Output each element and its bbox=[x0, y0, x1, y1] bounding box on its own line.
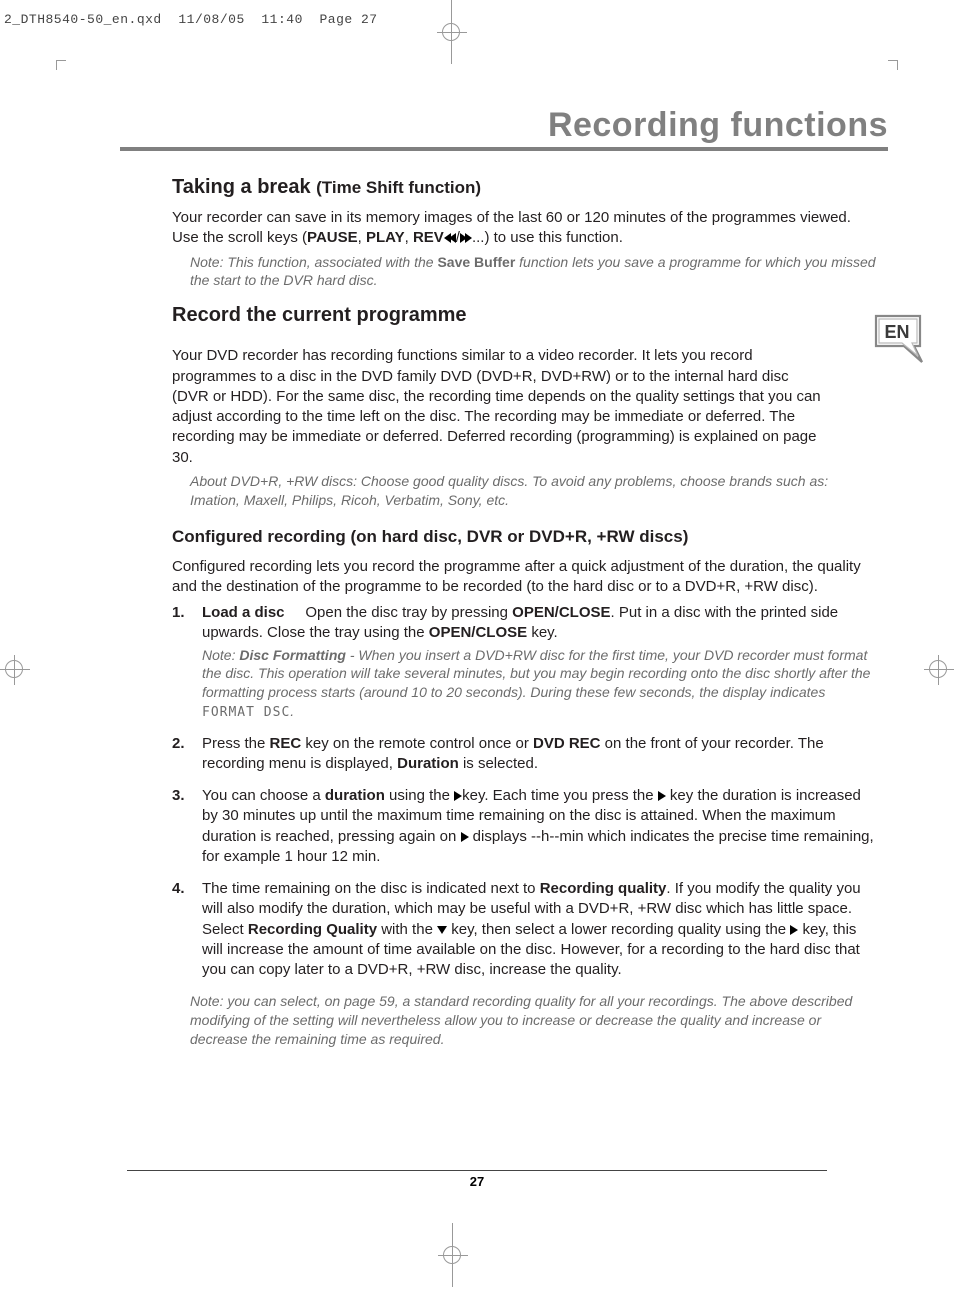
page-body: Taking a break (Time Shift function) You… bbox=[172, 162, 877, 1059]
rewind-icon bbox=[444, 233, 456, 243]
play-right-icon bbox=[658, 791, 666, 801]
file-name: 2_DTH8540-50_en.qxd bbox=[4, 12, 162, 27]
page-title: Recording functions bbox=[120, 106, 888, 151]
final-quality-note: Note: you can select, on page 59, a stan… bbox=[190, 992, 877, 1049]
step-number: 1. bbox=[172, 603, 185, 623]
file-page: Page 27 bbox=[320, 12, 378, 27]
step-3: 3. You can choose a duration using the k… bbox=[172, 786, 877, 867]
page-number: 27 bbox=[0, 1174, 954, 1189]
registration-mark-right bbox=[924, 655, 954, 685]
section-heading-record-current: Record the current programme bbox=[172, 302, 877, 329]
step-number: 3. bbox=[172, 786, 185, 806]
step-2: 2. Press the REC key on the remote contr… bbox=[172, 734, 877, 775]
record-current-body: Your DVD recorder has recording function… bbox=[172, 346, 822, 468]
section-heading-configured: Configured recording (on hard disc, DVR … bbox=[172, 526, 877, 549]
play-right-icon bbox=[454, 791, 462, 801]
timeshift-body: Your recorder can save in its memory ima… bbox=[172, 208, 877, 249]
section-heading-timeshift: Taking a break (Time Shift function) bbox=[172, 174, 877, 201]
registration-mark-bottom bbox=[438, 1241, 470, 1281]
configured-intro: Configured recording lets you record the… bbox=[172, 557, 877, 598]
corner-crop-mark bbox=[888, 60, 898, 70]
steps-list: 1. Load a disc Open the disc tray by pre… bbox=[172, 603, 877, 980]
fastforward-icon bbox=[460, 233, 472, 243]
timeshift-note: Note: This function, associated with the… bbox=[190, 253, 877, 291]
file-time: 11:40 bbox=[261, 12, 303, 27]
disc-brands-note: About DVD+R, +RW discs: Choose good qual… bbox=[190, 472, 877, 510]
heading-parenthetical: (Time Shift function) bbox=[316, 178, 481, 197]
disc-formatting-note: Note: Disc Formatting - When you insert … bbox=[202, 646, 877, 722]
play-right-icon bbox=[461, 832, 469, 842]
corner-crop-mark bbox=[56, 60, 66, 70]
step-number: 2. bbox=[172, 734, 185, 754]
language-badge: EN bbox=[874, 314, 926, 364]
step-4: 4. The time remaining on the disc is ind… bbox=[172, 879, 877, 980]
segment-display-text: FORMAT DSC bbox=[202, 705, 290, 720]
page-footer: 27 bbox=[0, 1170, 954, 1189]
step-1: 1. Load a disc Open the disc tray by pre… bbox=[172, 603, 877, 722]
registration-mark-top bbox=[437, 18, 469, 58]
file-date: 11/08/05 bbox=[178, 12, 244, 27]
step-number: 4. bbox=[172, 879, 185, 899]
heading-text: Taking a break bbox=[172, 176, 311, 198]
language-badge-text: EN bbox=[884, 322, 909, 342]
print-header: 2_DTH8540-50_en.qxd 11/08/05 11:40 Page … bbox=[4, 12, 378, 27]
registration-mark-left bbox=[0, 655, 30, 685]
down-arrow-icon bbox=[437, 926, 447, 934]
